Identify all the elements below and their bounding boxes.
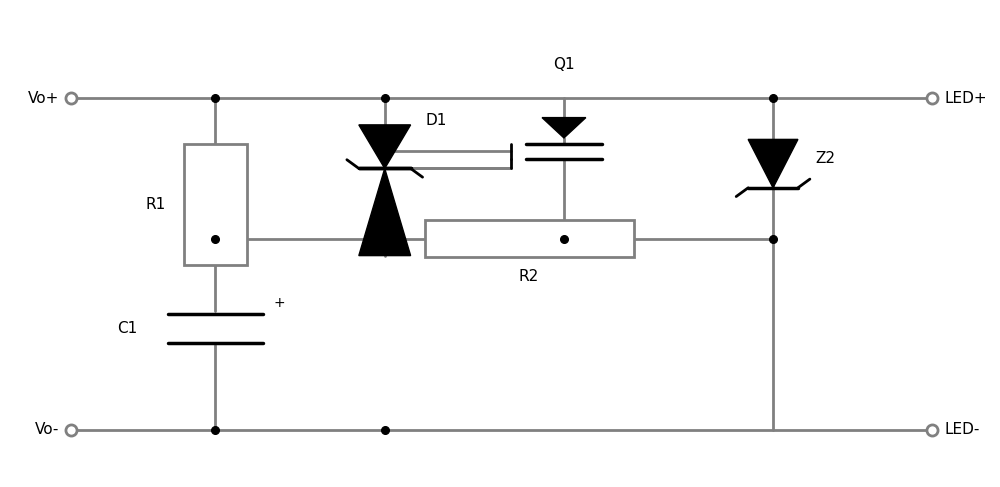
Bar (184, 144, 247, 265)
Text: LED-: LED- (944, 422, 980, 437)
Text: Z2: Z2 (816, 151, 836, 166)
Text: Q1: Q1 (553, 57, 575, 72)
Text: Vo-: Vo- (35, 422, 59, 437)
Text: Vo+: Vo+ (28, 91, 59, 106)
Text: LED+: LED+ (944, 91, 987, 106)
Text: R2: R2 (519, 269, 539, 284)
Bar (425, 220, 634, 257)
Text: C1: C1 (118, 321, 138, 336)
Text: Z1: Z1 (426, 236, 446, 251)
Text: R1: R1 (145, 197, 166, 212)
Polygon shape (359, 169, 411, 256)
Text: D1: D1 (426, 112, 447, 128)
Polygon shape (542, 117, 586, 138)
Polygon shape (748, 139, 798, 188)
Text: +: + (273, 296, 285, 310)
Polygon shape (359, 125, 411, 169)
